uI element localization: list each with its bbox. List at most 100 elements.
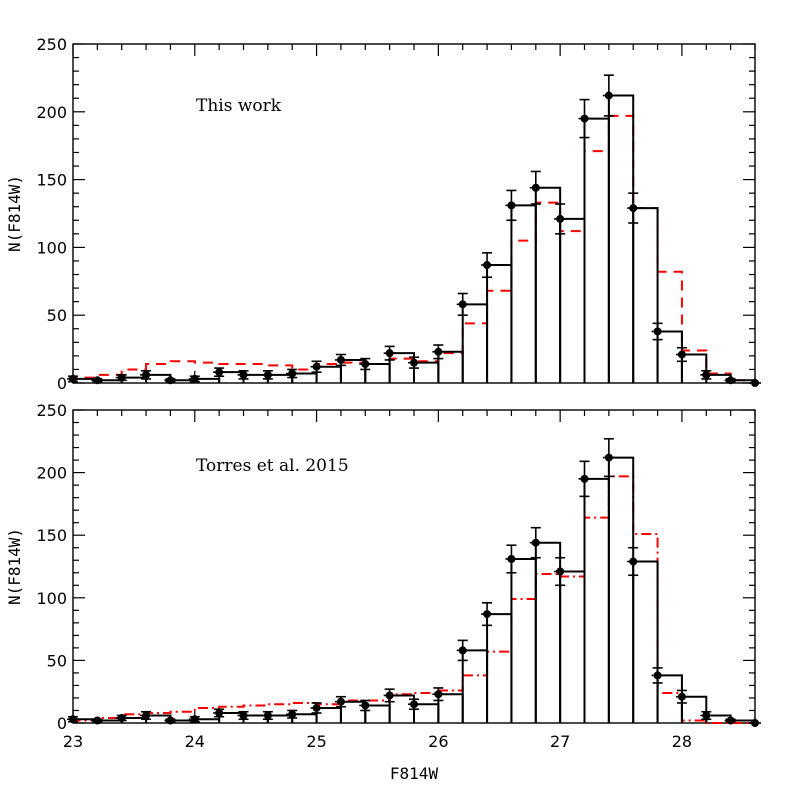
x-tick-label: 23 [63,732,83,751]
data-point [93,716,102,725]
y-tick-label: 0 [57,374,67,393]
data-point [385,349,394,358]
data-point [385,691,394,700]
observed-bin [413,361,440,383]
data-point [629,204,638,213]
data-point [751,719,759,727]
observed-bin [315,365,342,383]
data-point [726,716,735,725]
data-point [288,710,297,719]
observed-bin [559,570,586,723]
data-point [556,214,565,223]
observed-bin [510,204,537,383]
data-point [531,538,540,547]
y-tick-label: 0 [57,714,67,733]
panel-1: 0 50 100 150 200 250 N(F814W) This work [5,35,761,393]
data-point [288,369,297,378]
observed-bin [534,186,562,383]
data-point [604,91,613,100]
data-point [312,362,321,371]
observed-bin [486,613,513,723]
panel-annotation: This work [196,96,282,116]
x-tick-label: 26 [428,732,448,751]
data-point [507,554,516,563]
panel-annotation: Torres et al. 2015 [196,456,349,476]
observed-bin [486,264,513,383]
y-tick-label: 50 [47,651,67,670]
observed-bin [510,557,537,723]
y-tick-label: 100 [36,589,67,608]
data-point [751,379,759,387]
data-point [215,368,224,377]
observed-bin [583,117,610,383]
data-point [239,370,248,379]
data-point [458,646,467,655]
data-point [434,347,443,356]
observed-bin [534,541,562,723]
data-point [556,567,565,576]
data-point [361,701,370,710]
data-point [117,373,126,382]
x-tick-label: 25 [306,732,326,751]
y-tick-label: 200 [36,103,67,122]
data-point [653,671,662,680]
observed-bin [680,695,708,723]
data-point [653,327,662,336]
observed-bin [315,706,342,723]
y-tick-label: 150 [36,526,67,545]
observed-bin [680,353,708,383]
x-tick-label: 28 [672,732,692,751]
data-point [69,715,77,724]
data-point [677,692,686,701]
data-point [483,261,492,270]
data-point [361,360,370,369]
data-point [239,711,248,720]
data-point [166,716,175,725]
data-point [531,183,540,192]
data-point [434,690,443,699]
data-point [483,610,492,619]
observed-bin [461,649,489,723]
data-point [166,376,175,385]
data-point [726,376,735,385]
x-tick-label: 27 [550,732,570,751]
y-axis-title: N(F814W) [5,175,24,252]
model-histogram [72,114,756,383]
observed-bin [607,456,635,723]
data-point [263,711,272,720]
observed-bin [632,560,659,723]
data-point [142,711,151,720]
data-point [263,370,272,379]
observed-bin [437,350,464,383]
x-axis-title: F814W [390,764,439,783]
panel-2: 0 50 100 150 200 250 23 24 25 26 27 28 N(F814W) F814W… [5,401,761,783]
y-tick-label: 50 [47,306,67,325]
data-point [336,355,345,364]
data-point [117,713,126,722]
data-point [677,350,686,359]
data-point [410,700,418,709]
y-tick-label: 250 [36,35,67,54]
x-tick-label: 24 [185,732,205,751]
observed-bin [559,217,586,383]
y-tick-label: 150 [36,171,67,190]
data-point [580,474,589,483]
observed-bin [413,703,440,723]
observed-bin [632,207,659,383]
data-point [507,201,516,210]
data-point [215,708,224,717]
y-axis-title: N(F814W) [5,528,24,605]
observed-bin [437,693,464,723]
data-point [142,370,151,379]
data-point [312,703,321,712]
observed-bin [607,94,635,383]
data-point [190,374,199,383]
data-point [580,114,589,123]
data-point [604,453,613,462]
data-point [458,300,467,309]
y-tick-label: 250 [36,401,67,420]
y-tick-label: 100 [36,238,67,257]
observed-bin [364,704,391,723]
data-point [702,370,711,379]
